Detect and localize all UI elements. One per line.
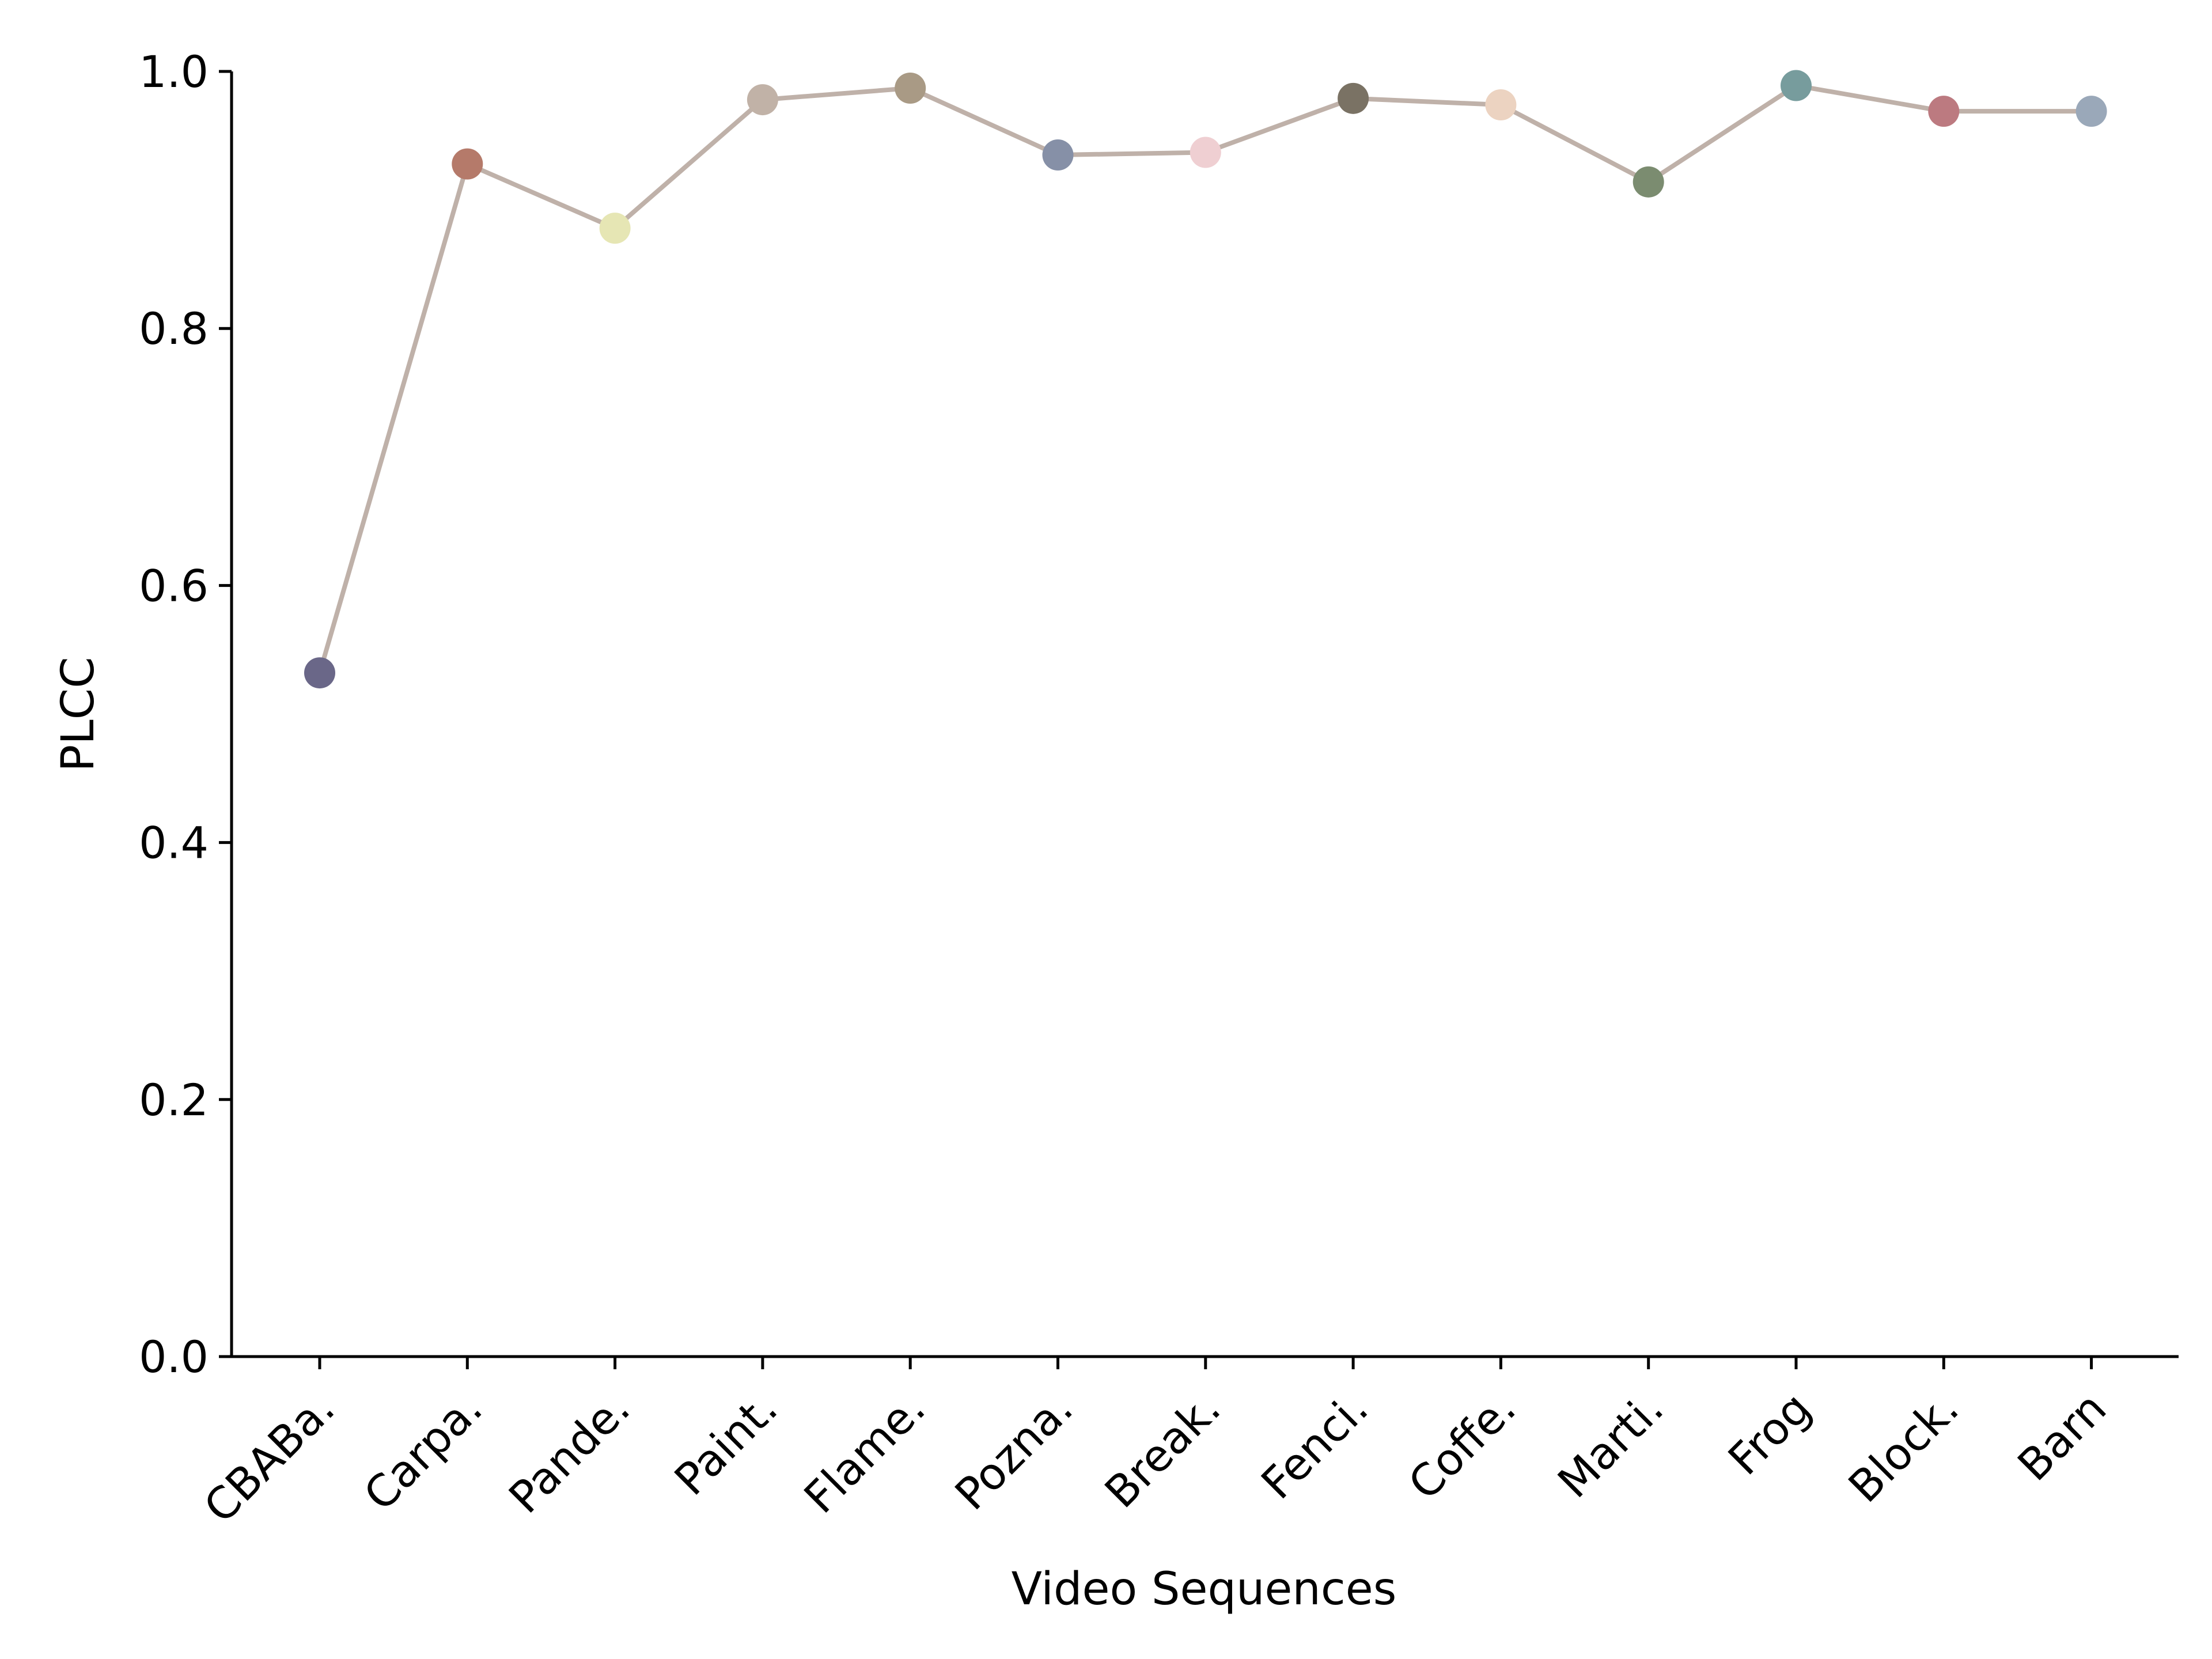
x-tick-label: Break. — [1095, 1382, 1230, 1518]
data-point-cbaba — [304, 657, 335, 689]
x-tick-label: Flame. — [794, 1382, 935, 1523]
data-point-pozna — [1042, 139, 1074, 171]
data-point-carpa — [452, 148, 483, 180]
y-tick-label: 0.0 — [139, 1331, 209, 1382]
x-axis-ticks: CBABa. Carpa. Pande. Paint. Flame. Pozna. Brea… — [194, 1357, 2116, 1533]
y-tick-label: 1.0 — [139, 46, 209, 97]
y-tick-label: 0.2 — [139, 1074, 209, 1126]
x-tick-label: CBABa. — [194, 1382, 344, 1533]
data-point-marti — [1633, 166, 1664, 198]
data-point-flame — [895, 73, 926, 104]
series-line — [317, 83, 2092, 674]
y-axis-ticks: 0.0 0.2 0.4 0.6 0.8 1.0 — [139, 46, 232, 1382]
data-point-frog — [1781, 70, 1812, 101]
x-tick-label: Fenci. — [1251, 1382, 1378, 1509]
x-tick-label: Paint. — [665, 1382, 787, 1505]
x-tick-label: Barn — [2008, 1382, 2116, 1491]
y-tick-label: 0.8 — [139, 303, 209, 354]
data-point-coffe — [1485, 89, 1517, 121]
x-axis-title: Video Sequences — [1012, 1563, 1397, 1615]
y-axis-title: PLCC — [52, 657, 104, 771]
x-tick-label: Carpa. — [354, 1382, 492, 1521]
x-tick-label: Marti. — [1548, 1382, 1673, 1508]
x-tick-label: Coffe. — [1399, 1382, 1526, 1510]
x-tick-label: Pozna. — [945, 1382, 1083, 1520]
x-tick-label: Pande. — [499, 1382, 639, 1523]
series-plcc — [304, 70, 2107, 689]
data-point-break — [1190, 137, 1221, 168]
data-point-fenci — [1338, 82, 1369, 114]
y-tick-label: 0.4 — [139, 817, 209, 869]
x-tick-label: Frog — [1718, 1382, 1821, 1485]
data-point-pande — [599, 213, 631, 244]
x-tick-label: Block. — [1839, 1382, 1968, 1512]
data-point-barn — [2075, 96, 2107, 127]
data-point-paint — [747, 84, 778, 116]
y-tick-label: 0.6 — [139, 560, 209, 611]
data-point-block — [1928, 96, 1960, 127]
